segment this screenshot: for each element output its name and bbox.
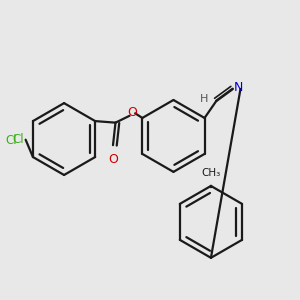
Text: CH₃: CH₃ (201, 168, 220, 178)
Text: N: N (234, 81, 243, 94)
Text: Cl: Cl (6, 134, 17, 147)
Text: H: H (200, 94, 209, 104)
Text: O: O (108, 153, 118, 166)
Text: O: O (127, 106, 137, 118)
Text: Cl: Cl (12, 133, 24, 146)
